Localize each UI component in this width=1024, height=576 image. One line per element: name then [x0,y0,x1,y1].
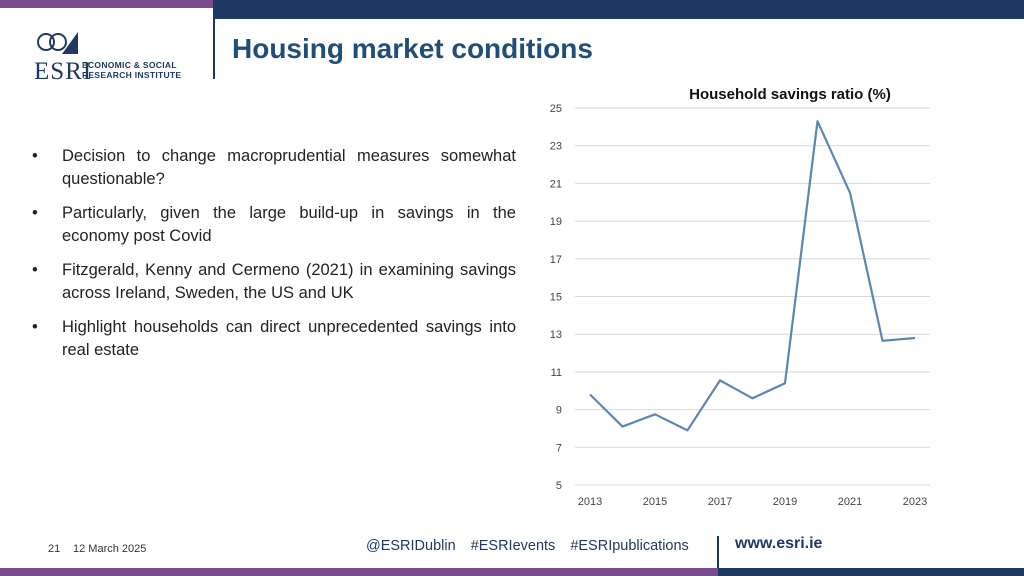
bullet-text: Highlight households can direct unpreced… [62,318,516,359]
bottom-accent-bar-purple [0,568,718,576]
footer-url: www.esri.ie [735,535,823,552]
page-title: Housing market conditions [232,33,593,64]
footer-divider [717,536,719,570]
bullet-glyph: • [32,204,38,222]
bullet-glyph: • [32,261,38,279]
bullet-list: • Decision to change macroprudential meas… [32,145,516,373]
y-tick-label: 25 [550,103,562,115]
x-tick-label: 2017 [708,496,732,508]
slide-number: 21 [48,543,61,555]
y-tick-label: 9 [556,405,562,417]
top-accent-bar-purple [0,0,213,8]
slide-date: 12 March 2025 [73,543,147,555]
x-tick-label: 2015 [643,496,667,508]
y-tick-label: 5 [556,480,562,492]
savings-ratio-chart: 5 7 9 11 13 15 17 19 21 23 25 2013 2015 2017 2019 2021 2… [550,103,930,508]
bullet-text: Particularly, given the large build-up i… [62,204,516,245]
y-tick-label: 7 [556,442,562,454]
x-tick-label: 2023 [903,496,927,508]
x-tick-label: 2013 [578,496,602,508]
bullet-item: • Highlight households can direct unprece… [32,316,516,362]
y-tick-label: 13 [550,329,562,341]
footer-tag: #ESRIpublications [570,538,689,554]
logo-tagline-2: RESEARCH INSTITUTE [82,70,182,80]
series-line [589,120,916,432]
footer-hashtags: @ESRIDublin #ESRIevents #ESRIpublications [366,538,704,554]
y-tick-label: 11 [551,367,562,379]
logo-wordmark: ESRI [34,58,93,85]
header-divider [213,19,215,79]
esri-emblem-icon [37,32,78,54]
bullet-text: Decision to change macroprudential measu… [62,147,516,188]
y-tick-label: 23 [550,141,562,153]
bullet-glyph: • [32,318,38,336]
bullet-item: • Decision to change macroprudential meas… [32,145,516,191]
x-tick-label: 2019 [773,496,797,508]
x-tick-label: 2021 [838,496,862,508]
bullet-item: • Fitzgerald, Kenny and Cermeno (2021) in… [32,259,516,305]
esri-logo: ESRI ECONOMIC & SOCIAL RESEARCH INSTITUT… [30,28,200,85]
bullet-item: • Particularly, given the large build-up … [32,202,516,248]
footer-tag: #ESRIevents [470,538,556,554]
y-tick-label: 19 [550,216,562,228]
y-tick-label: 15 [550,292,562,304]
bottom-accent-bar-navy [718,568,1024,576]
bullet-text: Fitzgerald, Kenny and Cermeno (2021) in … [62,261,516,302]
top-accent-bar-navy [213,0,1024,19]
footer-tag: @ESRIDublin [366,538,456,554]
bullet-glyph: • [32,147,38,165]
y-tick-label: 21 [550,178,562,190]
logo-tagline-1: ECONOMIC & SOCIAL [82,60,177,70]
chart-title: Household savings ratio (%) [689,86,891,103]
y-tick-label: 17 [550,254,562,266]
